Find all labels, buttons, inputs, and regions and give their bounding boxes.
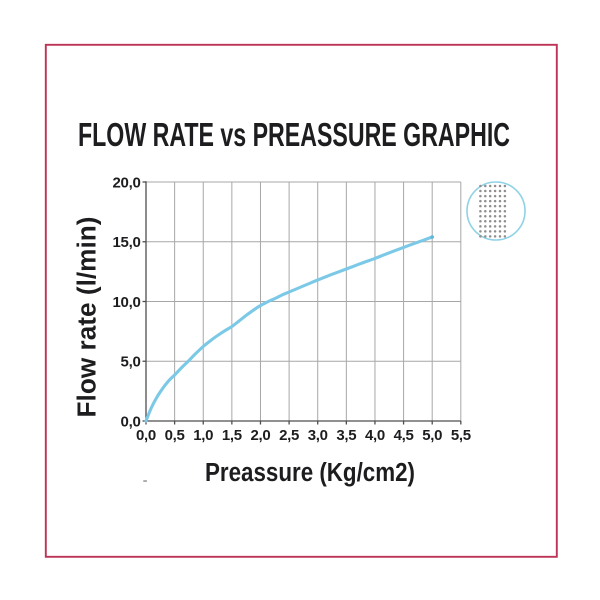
svg-text:5,0: 5,0	[121, 354, 141, 371]
svg-text:0,5: 0,5	[165, 427, 185, 444]
svg-text:4,5: 4,5	[394, 427, 414, 444]
svg-text:15,0: 15,0	[113, 234, 141, 251]
svg-text:5,5: 5,5	[451, 427, 471, 444]
svg-text:20,0: 20,0	[113, 174, 141, 191]
svg-text:Preassure (Kg/cm2): Preassure (Kg/cm2)	[205, 459, 415, 487]
svg-text:0,0: 0,0	[136, 427, 156, 444]
svg-text:0,0: 0,0	[121, 413, 141, 430]
svg-text:1,0: 1,0	[193, 427, 213, 444]
svg-text:3,5: 3,5	[336, 427, 356, 444]
svg-text:3,0: 3,0	[308, 427, 328, 444]
svg-text:2,5: 2,5	[279, 427, 299, 444]
svg-text:1,5: 1,5	[222, 427, 242, 444]
svg-text:5,0: 5,0	[422, 427, 442, 444]
svg-text:4,0: 4,0	[365, 427, 385, 444]
svg-text:10,0: 10,0	[113, 294, 141, 311]
svg-text:2,0: 2,0	[251, 427, 271, 444]
svg-text:Flow rate (l/min): Flow rate (l/min)	[74, 217, 102, 418]
svg-text:FLOW RATE vs PREASSURE GRAPHIC: FLOW RATE vs PREASSURE GRAPHIC	[78, 116, 510, 153]
